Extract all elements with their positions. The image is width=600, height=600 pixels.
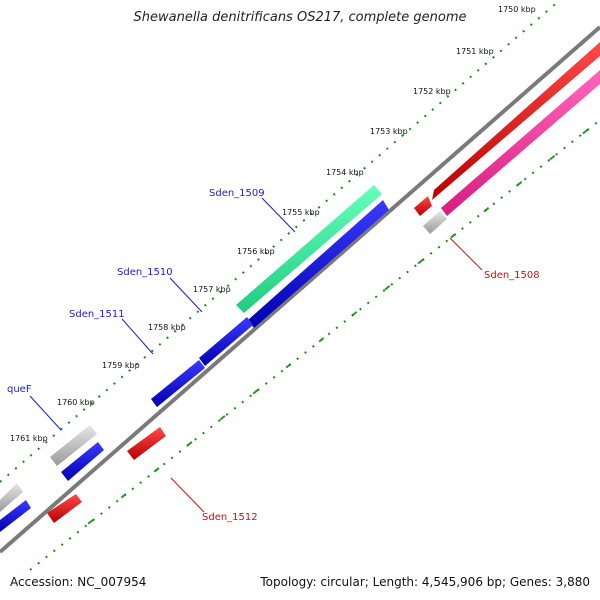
scale-label: 1755 kbp xyxy=(282,208,320,217)
gene-label-sden-1510[interactable]: Sden_1510 xyxy=(117,267,173,278)
gene-label-sden-1512[interactable]: Sden_1512 xyxy=(202,512,258,523)
gene-gray-left[interactable] xyxy=(0,483,23,512)
gene-label-sden-1509[interactable]: Sden_1509 xyxy=(209,188,265,199)
scale-label: 1761 kbp xyxy=(10,434,48,443)
gene-sden-1509[interactable] xyxy=(248,200,389,328)
leader-line xyxy=(169,277,203,313)
scale-label: 1758 kbp xyxy=(148,323,186,332)
gene-blue-left[interactable] xyxy=(0,500,31,532)
gene-labels: Sden_1509 Sden_1510 Sden_1511 queF Sden_… xyxy=(7,188,540,523)
gene-pink-large[interactable] xyxy=(441,70,600,216)
leader-line xyxy=(261,197,296,233)
gene-red-lower[interactable] xyxy=(47,494,82,523)
scale-label: 1757 kbp xyxy=(193,285,231,294)
scale-label: 1760 kbp xyxy=(57,398,95,407)
gene-sden-1512[interactable] xyxy=(127,427,166,460)
gene-gray-1508[interactable] xyxy=(423,211,447,234)
scale-label: 1756 kbp xyxy=(237,247,275,256)
scale-label: 1750 kbp xyxy=(498,5,536,14)
leader-line xyxy=(121,318,154,355)
gene-label-sden-1508[interactable]: Sden_1508 xyxy=(484,270,540,281)
scale-labels: 1750 kbp 1751 kbp 1752 kbp 1753 kbp 1754… xyxy=(10,5,536,443)
gene-label-quef[interactable]: queF xyxy=(7,384,32,395)
scale-label: 1751 kbp xyxy=(456,47,494,56)
genome-summary-text: Topology: circular; Length: 4,545,906 bp… xyxy=(260,575,590,589)
scale-label: 1753 kbp xyxy=(370,127,408,136)
gene-red-small-1508[interactable] xyxy=(414,196,432,216)
gene-sden-1510[interactable] xyxy=(199,317,253,366)
gene-red-large[interactable] xyxy=(432,42,600,200)
map-title: Shewanella denitrificans OS217, complete… xyxy=(133,10,467,25)
gene-gray-quef[interactable] xyxy=(50,425,97,466)
scale-label: 1759 kbp xyxy=(102,361,140,370)
scale-label: 1754 kbp xyxy=(326,168,364,177)
leader-line xyxy=(449,237,483,271)
leader-line xyxy=(170,477,205,513)
scale-label: 1752 kbp xyxy=(413,87,451,96)
inner-scale-dots xyxy=(29,119,600,571)
genome-backbone xyxy=(0,25,600,554)
gene-sden-1511[interactable] xyxy=(151,360,205,407)
gene-track xyxy=(0,42,600,532)
outer-scale-dots xyxy=(0,0,561,483)
accession-text: Accession: NC_007954 xyxy=(10,575,147,589)
inner-tick-marks xyxy=(59,119,600,547)
gene-label-sden-1511[interactable]: Sden_1511 xyxy=(69,309,125,320)
gene-quef[interactable] xyxy=(61,442,104,481)
gene-sden-1509-feature[interactable] xyxy=(236,185,382,313)
leader-line xyxy=(29,395,62,431)
